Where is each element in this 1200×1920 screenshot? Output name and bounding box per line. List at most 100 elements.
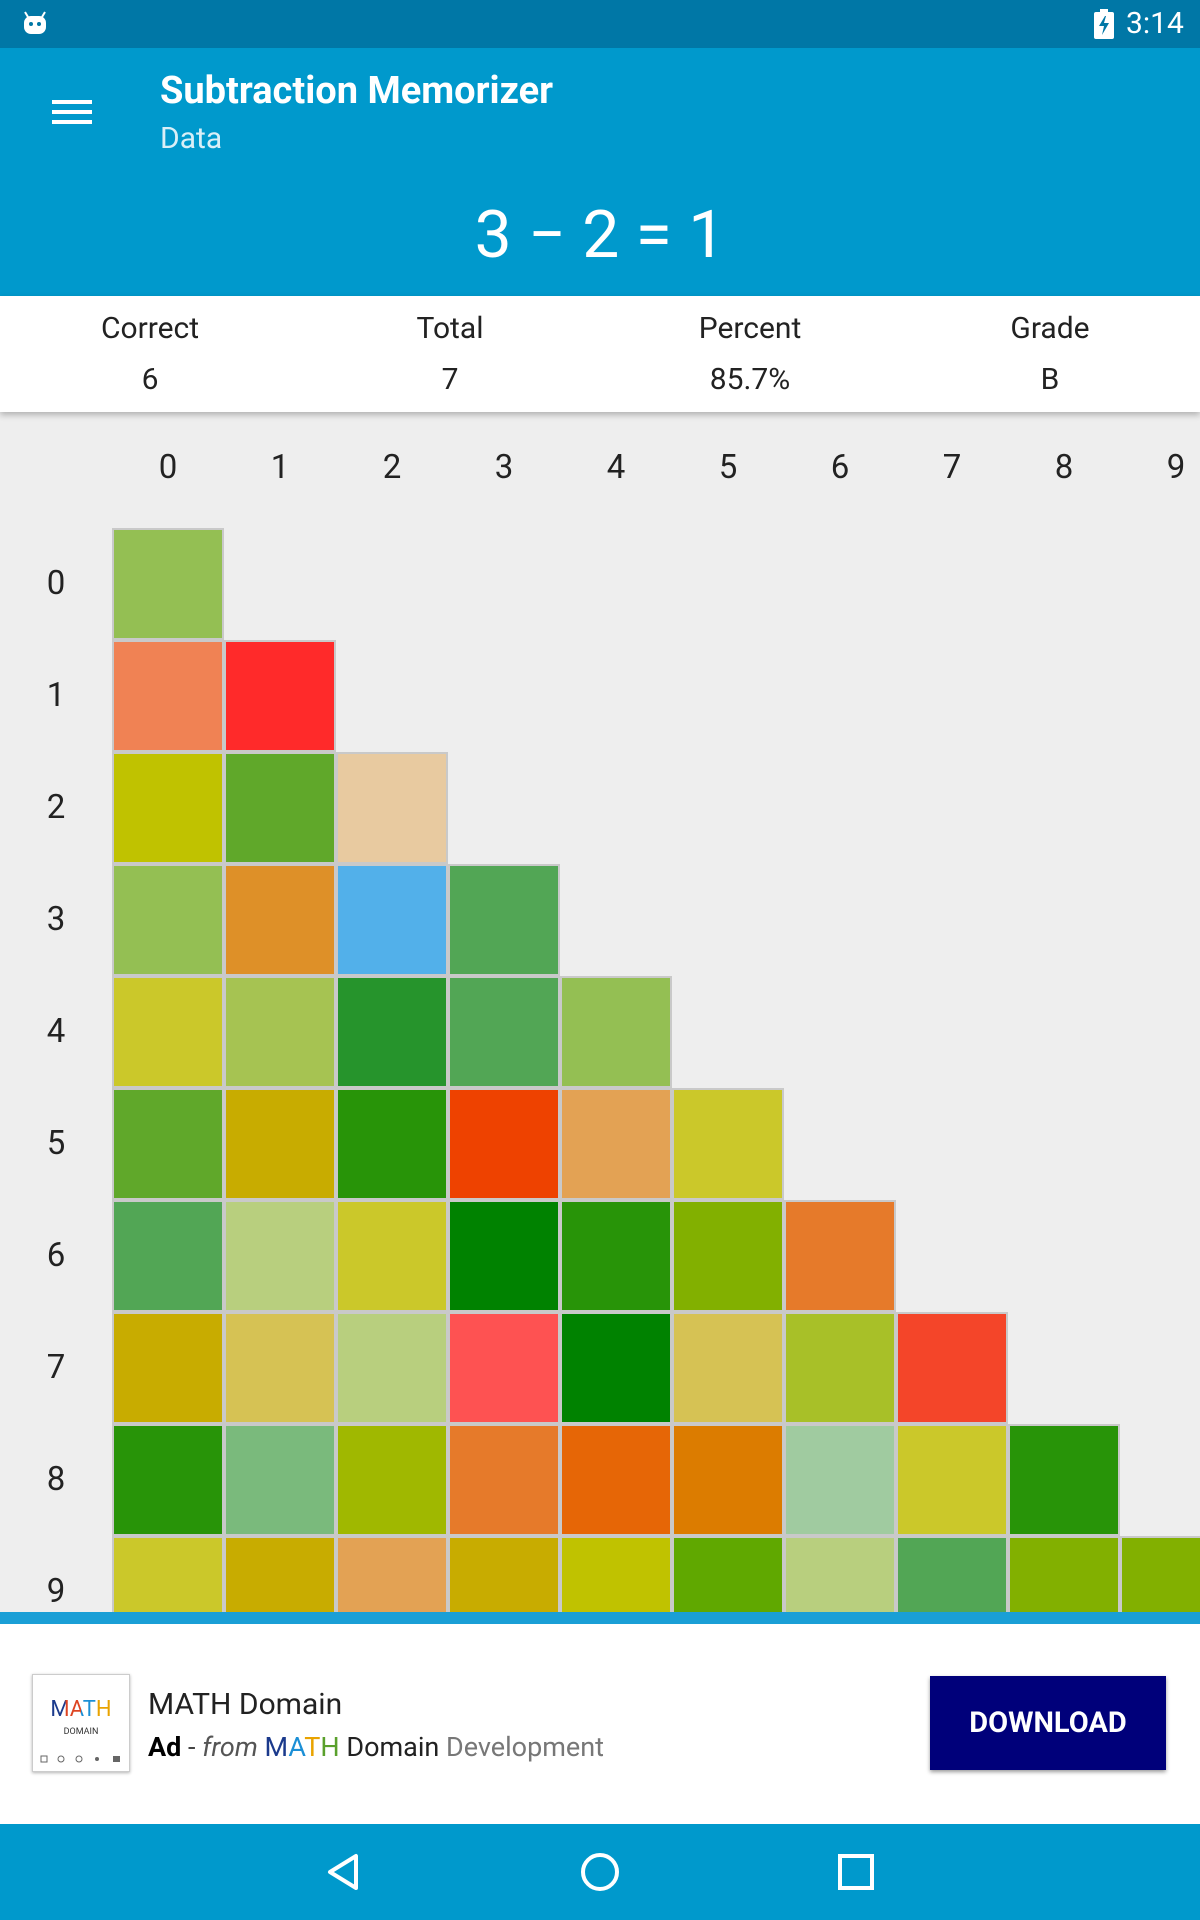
grid-cell-5-2[interactable]: [336, 1088, 448, 1200]
grid-cell-1-1[interactable]: [224, 640, 336, 752]
app-subtitle: Data: [160, 121, 223, 156]
row-header-1: 1: [46, 676, 66, 715]
grid-cell-9-0[interactable]: [112, 1536, 224, 1612]
back-icon[interactable]: [320, 1848, 368, 1896]
grid-cell-4-1[interactable]: [224, 976, 336, 1088]
column-header-8: 8: [1054, 448, 1074, 487]
grid-cell-5-0[interactable]: [112, 1088, 224, 1200]
recents-icon[interactable]: [832, 1848, 880, 1896]
ad-banner[interactable]: MATH DOMAIN MATH Domain Ad - from MATH D…: [0, 1624, 1200, 1824]
grid-cell-7-7[interactable]: [896, 1312, 1008, 1424]
grid-cell-6-2[interactable]: [336, 1200, 448, 1312]
stat-value: 7: [441, 362, 459, 397]
android-icon: [24, 11, 46, 34]
grid-cell-8-8[interactable]: [1008, 1424, 1120, 1536]
app-title: Subtraction Memorizer: [160, 69, 554, 113]
stat-correct: Correct 6: [0, 296, 300, 398]
grid-cell-7-6[interactable]: [784, 1312, 896, 1424]
grid-cell-9-8[interactable]: [1008, 1536, 1120, 1612]
stat-label: Correct: [100, 311, 200, 346]
grid-cell-6-1[interactable]: [224, 1200, 336, 1312]
grid-cell-7-4[interactable]: [560, 1312, 672, 1424]
grid-cell-3-1[interactable]: [224, 864, 336, 976]
navigation-bar: [0, 1824, 1200, 1920]
grid-cell-4-0[interactable]: [112, 976, 224, 1088]
stat-label: Percent: [698, 311, 802, 346]
row-header-5: 5: [46, 1124, 66, 1163]
row-header-7: 7: [46, 1348, 66, 1387]
column-header-3: 3: [494, 448, 514, 487]
stat-grade: Grade B: [900, 296, 1200, 398]
ad-from: from: [202, 1731, 258, 1763]
battery-charging-icon: [1094, 9, 1114, 39]
menu-icon[interactable]: [52, 98, 92, 126]
grid-cell-9-6[interactable]: [784, 1536, 896, 1612]
grid-cell-8-6[interactable]: [784, 1424, 896, 1536]
grid-cell-7-5[interactable]: [672, 1312, 784, 1424]
stat-value: 85.7%: [709, 362, 791, 397]
stat-percent: Percent 85.7%: [600, 296, 900, 398]
grid-cell-1-0[interactable]: [112, 640, 224, 752]
download-button[interactable]: DOWNLOAD: [930, 1676, 1166, 1770]
grid-cell-8-0[interactable]: [112, 1424, 224, 1536]
grid-cell-8-4[interactable]: [560, 1424, 672, 1536]
grid-cell-2-2[interactable]: [336, 752, 448, 864]
grid-cell-3-0[interactable]: [112, 864, 224, 976]
grid-cell-2-0[interactable]: [112, 752, 224, 864]
grid-cell-6-6[interactable]: [784, 1200, 896, 1312]
grid-cell-6-0[interactable]: [112, 1200, 224, 1312]
grid-cell-4-4[interactable]: [560, 976, 672, 1088]
column-header-1: 1: [270, 448, 290, 487]
ad-separator: -: [181, 1731, 203, 1763]
grid-cell-0-0[interactable]: [112, 528, 224, 640]
status-bar: 3:14: [0, 0, 1200, 48]
row-header-8: 8: [46, 1460, 66, 1499]
grid-cell-7-3[interactable]: [448, 1312, 560, 1424]
grid-cell-5-4[interactable]: [560, 1088, 672, 1200]
grid-cell-7-2[interactable]: [336, 1312, 448, 1424]
grid-cell-7-0[interactable]: [112, 1312, 224, 1424]
grid-cell-6-5[interactable]: [672, 1200, 784, 1312]
grid-cell-6-3[interactable]: [448, 1200, 560, 1312]
grid-cell-9-3[interactable]: [448, 1536, 560, 1612]
grid-cell-9-1[interactable]: [224, 1536, 336, 1612]
grid-cell-9-9[interactable]: [1120, 1536, 1200, 1612]
grid-cell-6-4[interactable]: [560, 1200, 672, 1312]
grid-cell-8-2[interactable]: [336, 1424, 448, 1536]
grid-cell-9-4[interactable]: [560, 1536, 672, 1612]
ad-brand-domain: Domain: [346, 1731, 440, 1763]
ad-brand-math: MATH: [264, 1731, 340, 1763]
column-header-6: 6: [830, 448, 850, 487]
ad-logo-icons: [40, 1755, 120, 1763]
grid-cell-4-2[interactable]: [336, 976, 448, 1088]
stat-value: B: [1040, 362, 1060, 397]
grid-cell-5-5[interactable]: [672, 1088, 784, 1200]
row-header-0: 0: [46, 564, 66, 603]
grid-cell-9-2[interactable]: [336, 1536, 448, 1612]
grid-cell-7-1[interactable]: [224, 1312, 336, 1424]
grid-cell-9-5[interactable]: [672, 1536, 784, 1612]
grid-cell-2-1[interactable]: [224, 752, 336, 864]
grid-cell-9-7[interactable]: [896, 1536, 1008, 1612]
grid-cell-5-1[interactable]: [224, 1088, 336, 1200]
grid-cell-8-1[interactable]: [224, 1424, 336, 1536]
ad-tag: Ad: [148, 1731, 182, 1763]
ad-logo: MATH DOMAIN: [32, 1674, 130, 1772]
column-header-5: 5: [718, 448, 738, 487]
ad-logo-text: MATH: [33, 1697, 129, 1722]
grid-cell-3-3[interactable]: [448, 864, 560, 976]
grid-cell-3-2[interactable]: [336, 864, 448, 976]
home-icon[interactable]: [576, 1848, 624, 1896]
stat-label: Total: [416, 311, 484, 346]
grid-cell-8-5[interactable]: [672, 1424, 784, 1536]
grid-cell-5-3[interactable]: [448, 1088, 560, 1200]
row-header-4: 4: [46, 1012, 66, 1051]
grid-cell-8-7[interactable]: [896, 1424, 1008, 1536]
grid-cell-4-3[interactable]: [448, 976, 560, 1088]
stat-value: 6: [141, 362, 159, 397]
ad-attribution: Ad - from MATH Domain Development: [148, 1730, 604, 1764]
ad-app-name[interactable]: MATH Domain: [148, 1687, 343, 1722]
grid-cell-8-3[interactable]: [448, 1424, 560, 1536]
row-header-6: 6: [46, 1236, 66, 1275]
column-header-4: 4: [606, 448, 626, 487]
